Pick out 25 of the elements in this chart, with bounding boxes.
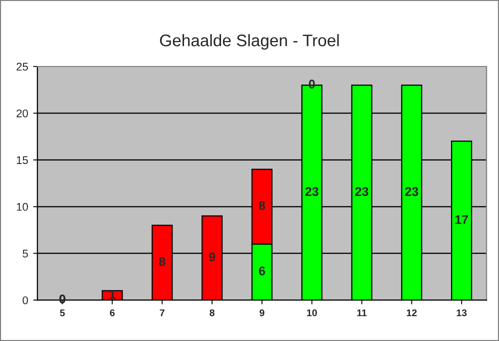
x-tick-label: 6: [110, 309, 115, 316]
y-tick-label: 5: [22, 250, 28, 258]
data-label: 23: [305, 187, 318, 196]
x-tick-label: 10: [307, 309, 317, 316]
chart-title: Gehaalde Slagen - Troel: [160, 34, 339, 50]
data-label: 17: [455, 215, 468, 224]
data-label: 23: [355, 187, 368, 196]
data-label: 9: [209, 252, 216, 262]
x-tick-label: 5: [60, 309, 65, 316]
x-tick-label: 12: [406, 309, 417, 316]
x-tick-label: 8: [210, 309, 214, 316]
data-label: 6: [258, 266, 265, 276]
y-tick-label: 0: [22, 296, 28, 304]
x-tick-label: 7: [160, 309, 164, 316]
data-label: 8: [159, 257, 166, 266]
x-tick-label: 13: [456, 309, 467, 316]
y-tick-label: 10: [16, 202, 28, 211]
data-label: 23: [405, 187, 418, 196]
data-label: 1: [110, 290, 116, 299]
x-tick-label: 9: [260, 309, 264, 316]
y-tick-label: 25: [16, 62, 28, 71]
y-tick-label: 15: [16, 156, 28, 164]
x-tick-label: 11: [357, 309, 367, 316]
data-label: 8: [258, 201, 266, 210]
y-tick-label: 20: [16, 109, 28, 118]
